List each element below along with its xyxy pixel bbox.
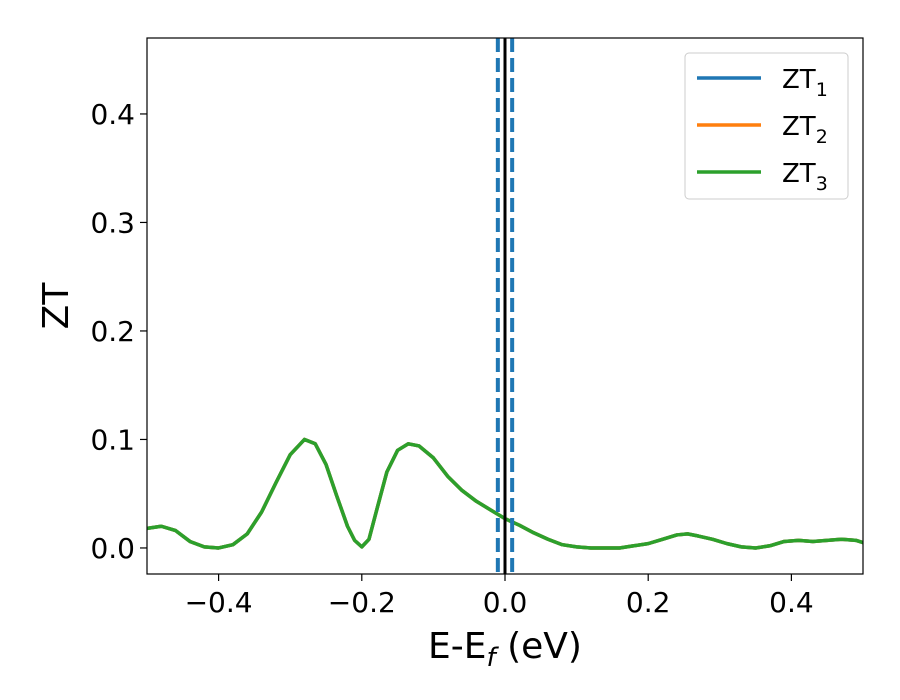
x-tick-label: −0.4: [185, 586, 253, 619]
series-line-zt3: [147, 437, 863, 550]
legend-entries: ZT1 ZT2 ZT3: [697, 65, 828, 195]
x-axis-title-suffix: (eV): [496, 626, 582, 667]
y-axis-ticks: 0.0 0.1 0.2 0.3 0.4: [90, 98, 147, 565]
legend-label-zt2: ZT2: [782, 112, 828, 148]
y-tick-label: 0.3: [90, 206, 135, 239]
y-tick-label: 0.4: [90, 98, 135, 131]
x-tick-label: 0.4: [769, 586, 814, 619]
x-axis-title: E-Ef (eV): [428, 626, 582, 673]
legend-label-zt1: ZT1: [782, 65, 828, 101]
legend: ZT1 ZT2 ZT3: [684, 52, 849, 200]
x-tick-label: 0.0: [483, 586, 528, 619]
y-tick-label: 0.1: [90, 423, 135, 456]
x-axis-title-main: E-E: [428, 626, 486, 667]
series-layer: [147, 437, 863, 550]
y-axis-title: ZT: [36, 282, 77, 330]
vline-layer: [495, 38, 515, 574]
x-axis-ticks: −0.4 −0.2 0.0 0.2 0.4: [185, 574, 814, 619]
x-tick-label: −0.2: [328, 586, 396, 619]
x-tick-label: 0.2: [626, 586, 671, 619]
y-tick-label: 0.2: [90, 315, 135, 348]
legend-label-zt3: ZT3: [782, 159, 828, 195]
y-tick-label: 0.0: [90, 532, 135, 565]
legend-box: [684, 52, 849, 200]
